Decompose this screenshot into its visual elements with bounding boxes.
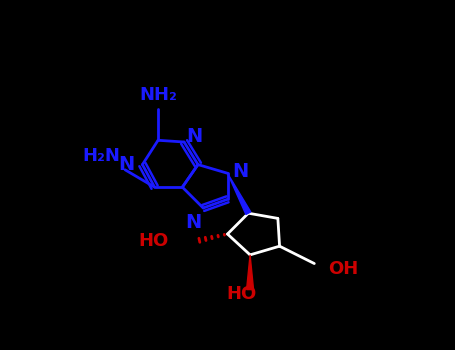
Text: OH: OH: [328, 260, 359, 278]
Text: HO: HO: [138, 232, 168, 250]
Text: NH₂: NH₂: [139, 86, 177, 104]
Text: HO: HO: [226, 286, 257, 303]
Polygon shape: [247, 255, 253, 289]
Text: N: N: [185, 213, 202, 232]
Text: H₂N: H₂N: [82, 147, 120, 164]
Text: N: N: [186, 127, 202, 146]
Polygon shape: [228, 173, 251, 215]
Text: N: N: [233, 162, 249, 181]
Text: N: N: [119, 155, 135, 174]
